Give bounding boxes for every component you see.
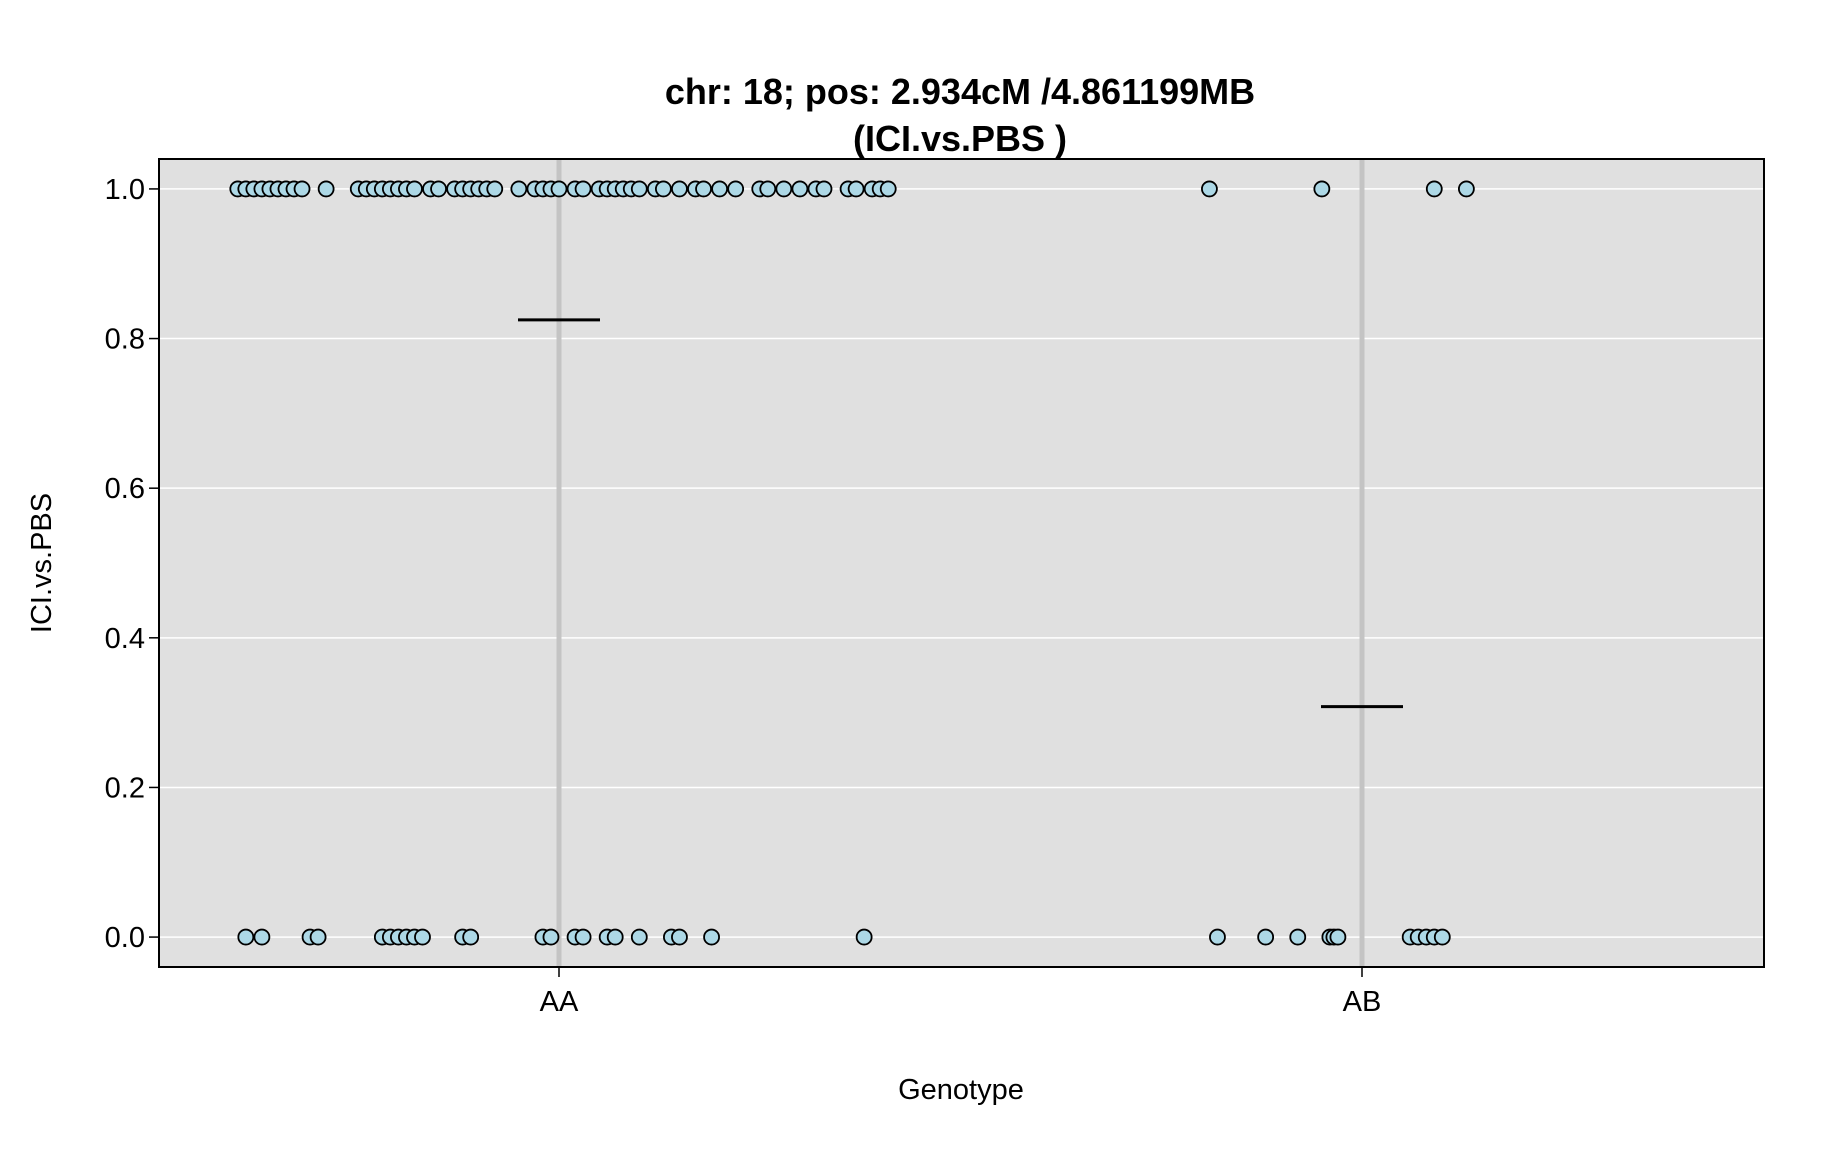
data-point (317, 180, 335, 198)
plot-border (158, 158, 1765, 968)
y-axis-label: ICI.vs.PBS (26, 493, 58, 633)
data-point (775, 180, 793, 198)
data-point (630, 928, 648, 946)
data-point (855, 928, 873, 946)
data-point (759, 180, 777, 198)
data-point (847, 180, 865, 198)
data-point (1425, 180, 1443, 198)
data-point (414, 928, 431, 946)
data-point (695, 180, 712, 198)
data-point (703, 928, 720, 946)
data-point (574, 928, 592, 946)
data-point (879, 180, 897, 198)
data-point (542, 928, 560, 946)
data-point (1201, 180, 1218, 198)
y-tick-label: 0.4 (105, 623, 145, 655)
data-point (430, 180, 447, 198)
y-tick-label: 0.0 (105, 922, 145, 954)
data-point (1257, 928, 1275, 946)
data-point (462, 928, 480, 946)
data-point (671, 928, 688, 946)
data-point (1433, 928, 1451, 946)
x-axis-label: Genotype (898, 1074, 1024, 1106)
mean-lines (518, 318, 1403, 709)
data-point (574, 180, 592, 198)
data-point (711, 180, 728, 198)
data-point (1289, 928, 1307, 946)
data-points (229, 180, 1475, 946)
y-tick-label: 0.6 (105, 473, 145, 505)
data-point (671, 180, 688, 198)
chart-title: chr: 18; pos: 2.934cM /4.861199MB (665, 71, 1255, 112)
y-tick-label: 1.0 (105, 174, 145, 206)
plot-panel (159, 159, 1764, 967)
data-point (253, 928, 271, 946)
data-point (654, 180, 672, 198)
x-tick-label-ab: AB (1343, 986, 1382, 1018)
y-tick-label: 0.2 (105, 772, 145, 804)
category-lines (556, 159, 1365, 967)
data-point (1329, 928, 1347, 946)
data-point (550, 180, 568, 198)
data-point (791, 180, 809, 198)
data-point (815, 180, 833, 198)
data-point (406, 180, 423, 198)
data-point (237, 928, 255, 946)
data-point (727, 180, 745, 198)
data-point (1209, 928, 1226, 946)
data-point (309, 928, 327, 946)
data-point (486, 180, 504, 198)
data-point (1457, 180, 1475, 198)
data-point (630, 180, 648, 198)
chart-subtitle: (ICI.vs.PBS ) (853, 118, 1067, 159)
x-tick-label-aa: AA (540, 986, 579, 1018)
x-axis-ticks: AA AB (540, 967, 1382, 1018)
data-point (510, 180, 528, 198)
data-point (293, 180, 311, 198)
y-tick-label: 0.8 (105, 324, 145, 356)
y-axis-ticks: 0.0 0.2 0.4 0.6 0.8 1.0 (105, 174, 159, 954)
data-point (1313, 180, 1331, 198)
data-point (606, 928, 624, 946)
